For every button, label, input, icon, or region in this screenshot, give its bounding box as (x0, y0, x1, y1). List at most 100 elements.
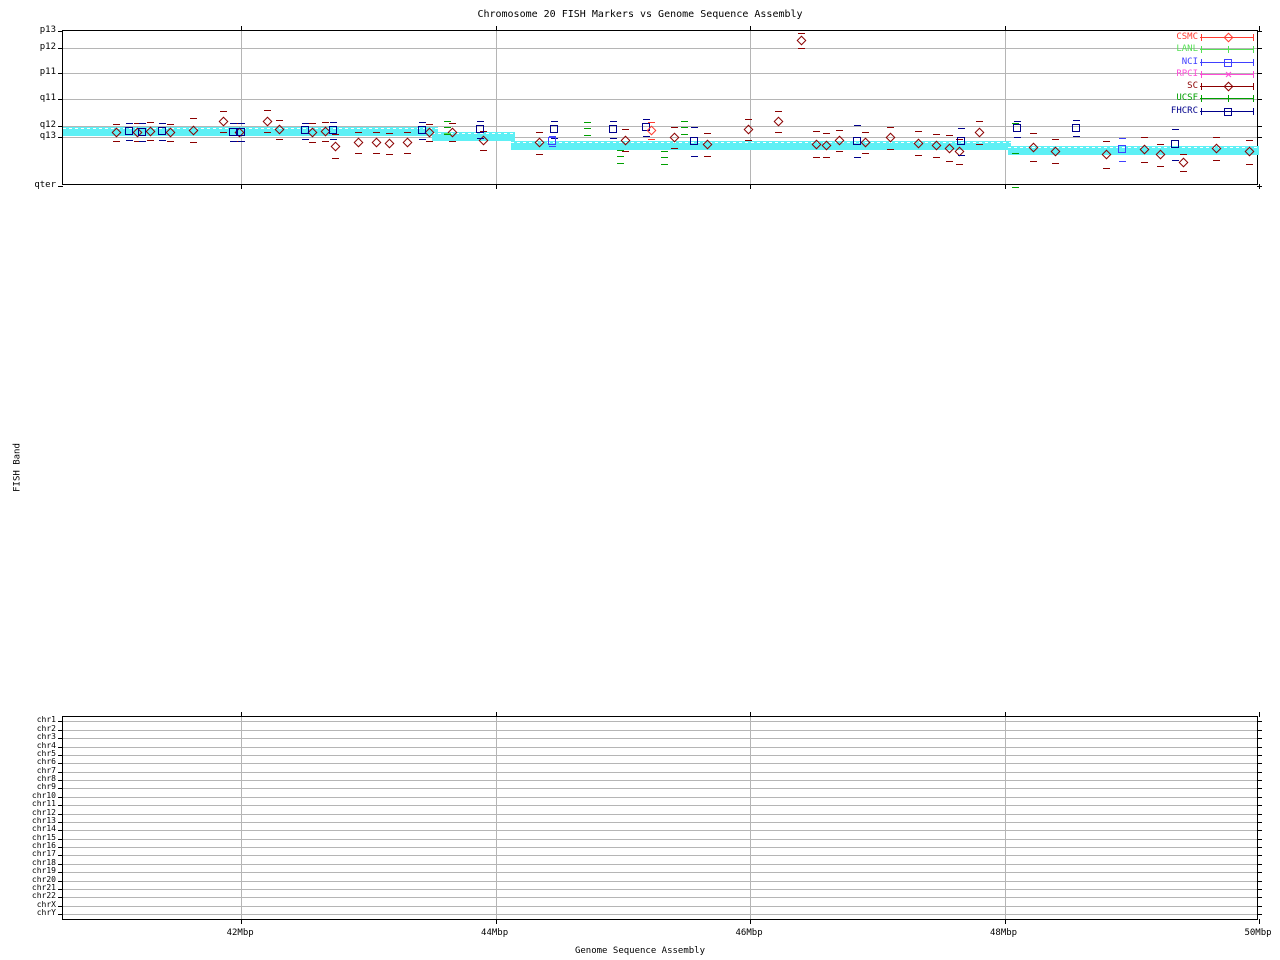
gridline-chr20 (63, 881, 1257, 882)
x-tick-top-panel (241, 184, 243, 189)
legend-symbol-diamond (1223, 32, 1234, 43)
gridline-chr14 (63, 830, 1257, 831)
error-bar-cap (159, 140, 167, 141)
error-bar-cap (1172, 129, 1180, 130)
error-bar-cap (1245, 140, 1253, 141)
legend-item-nci[interactable]: NCI (1132, 56, 1256, 68)
marker-point (1071, 124, 1080, 132)
error-bar-cap (584, 122, 592, 123)
marker-point (330, 141, 341, 152)
legend-item-csmc[interactable]: CSMC (1132, 31, 1256, 43)
marker-point (641, 123, 650, 131)
error-bar-cap (1011, 123, 1019, 124)
marker-point (550, 125, 559, 133)
y-tick-chr18 (1257, 864, 1262, 865)
error-bar-cap (945, 135, 953, 136)
error-bar-cap (642, 136, 650, 137)
x-tick-bottom-panel (1004, 712, 1006, 717)
y-tick-chr17 (1257, 855, 1262, 856)
marker-point (125, 127, 134, 135)
error-bar-cap (680, 134, 688, 135)
x-tick-top-panel (241, 26, 243, 31)
y-tick-chr3 (1257, 738, 1262, 739)
chromosome-label-chr13: chr13 (31, 816, 56, 825)
legend-cap (1253, 70, 1254, 78)
legend-item-sc[interactable]: SC (1132, 80, 1256, 92)
error-bar-cap (301, 139, 309, 140)
y-tick-chr21 (58, 889, 63, 890)
error-bar-cap (426, 124, 434, 125)
legend-cap (1201, 58, 1202, 66)
gridline-q12 (63, 126, 1257, 127)
ideogram-segment (510, 141, 1011, 150)
x-tick-bottom-panel (1004, 919, 1006, 924)
error-bar-cap (166, 124, 174, 125)
error-bar-cap (1029, 133, 1037, 134)
error-bar-cap (418, 139, 426, 140)
error-bar-cap (932, 157, 940, 158)
y-tick-chr12 (58, 814, 63, 815)
gridline-chr10 (63, 797, 1257, 798)
error-bar-cap (660, 164, 668, 165)
gridline-q11 (63, 99, 1257, 100)
error-bar-cap (744, 140, 752, 141)
error-bar-cap (691, 127, 699, 128)
marker-point (1178, 157, 1189, 168)
legend-item-fhcrc[interactable]: FHCRC (1132, 105, 1256, 117)
error-bar-cap (660, 151, 668, 152)
marker-point (444, 127, 452, 128)
error-bar-cap (861, 132, 869, 133)
fish-band-label-p13: p13 (39, 25, 56, 35)
legend-cap (1201, 107, 1202, 115)
error-bar-cap (146, 140, 154, 141)
y-tick-chr19 (58, 872, 63, 873)
error-bar-cap (1156, 144, 1164, 145)
error-bar-cap (1103, 141, 1111, 142)
y-tick-chrX (1257, 906, 1262, 907)
x-tick-top-panel (495, 184, 497, 189)
error-bar-cap (418, 122, 426, 123)
y-tick-chr15 (58, 839, 63, 840)
error-bar-cap (332, 134, 340, 135)
x-tick-bottom-panel (750, 919, 752, 924)
error-bar-cap (477, 121, 485, 122)
legend-item-lanl[interactable]: LANL (1132, 43, 1256, 55)
legend-label: CSMC (1176, 32, 1198, 42)
x-tick-label-50Mbp: 50Mbp (1244, 928, 1272, 938)
legend-line (1200, 49, 1254, 51)
marker-point (417, 126, 426, 134)
marker-point (773, 116, 784, 127)
legend-line (1200, 86, 1254, 88)
marker-point (402, 137, 412, 148)
gridline-chr5 (63, 755, 1257, 756)
error-bar-cap (189, 118, 197, 119)
y-tick-qter (58, 186, 63, 187)
error-bar-cap (617, 150, 625, 151)
y-tick-chr8 (1257, 780, 1262, 781)
legend-cap (1201, 34, 1202, 41)
legend-label: NCI (1181, 56, 1198, 67)
error-bar-cap (1141, 162, 1149, 163)
marker-point (137, 128, 146, 136)
legend-item-rpci[interactable]: RPCI (1132, 68, 1256, 80)
marker-point (796, 35, 807, 46)
x-tick-bottom-panel (1259, 919, 1260, 924)
legend-item-ucsf[interactable]: UCSF (1132, 92, 1256, 104)
error-bar-cap (332, 158, 340, 159)
y-tick-chr10 (58, 797, 63, 798)
y-tick-p13 (1257, 31, 1262, 32)
gridline-chr1 (63, 721, 1257, 722)
error-bar-cap (823, 157, 831, 158)
legend-cap (1253, 107, 1254, 115)
y-tick-chr7 (58, 772, 63, 773)
error-bar-cap (1103, 168, 1111, 169)
y-tick-chr10 (1257, 797, 1262, 798)
y-tick-q13 (1257, 137, 1262, 138)
legend-cap (1201, 95, 1202, 103)
error-bar-cap (1172, 160, 1180, 161)
error-bar-cap (329, 122, 337, 123)
gridline-chr16 (63, 847, 1257, 848)
gridline-chr21 (63, 889, 1257, 890)
chromosome-label-chr22: chr22 (31, 891, 56, 900)
marker-point (300, 126, 309, 134)
